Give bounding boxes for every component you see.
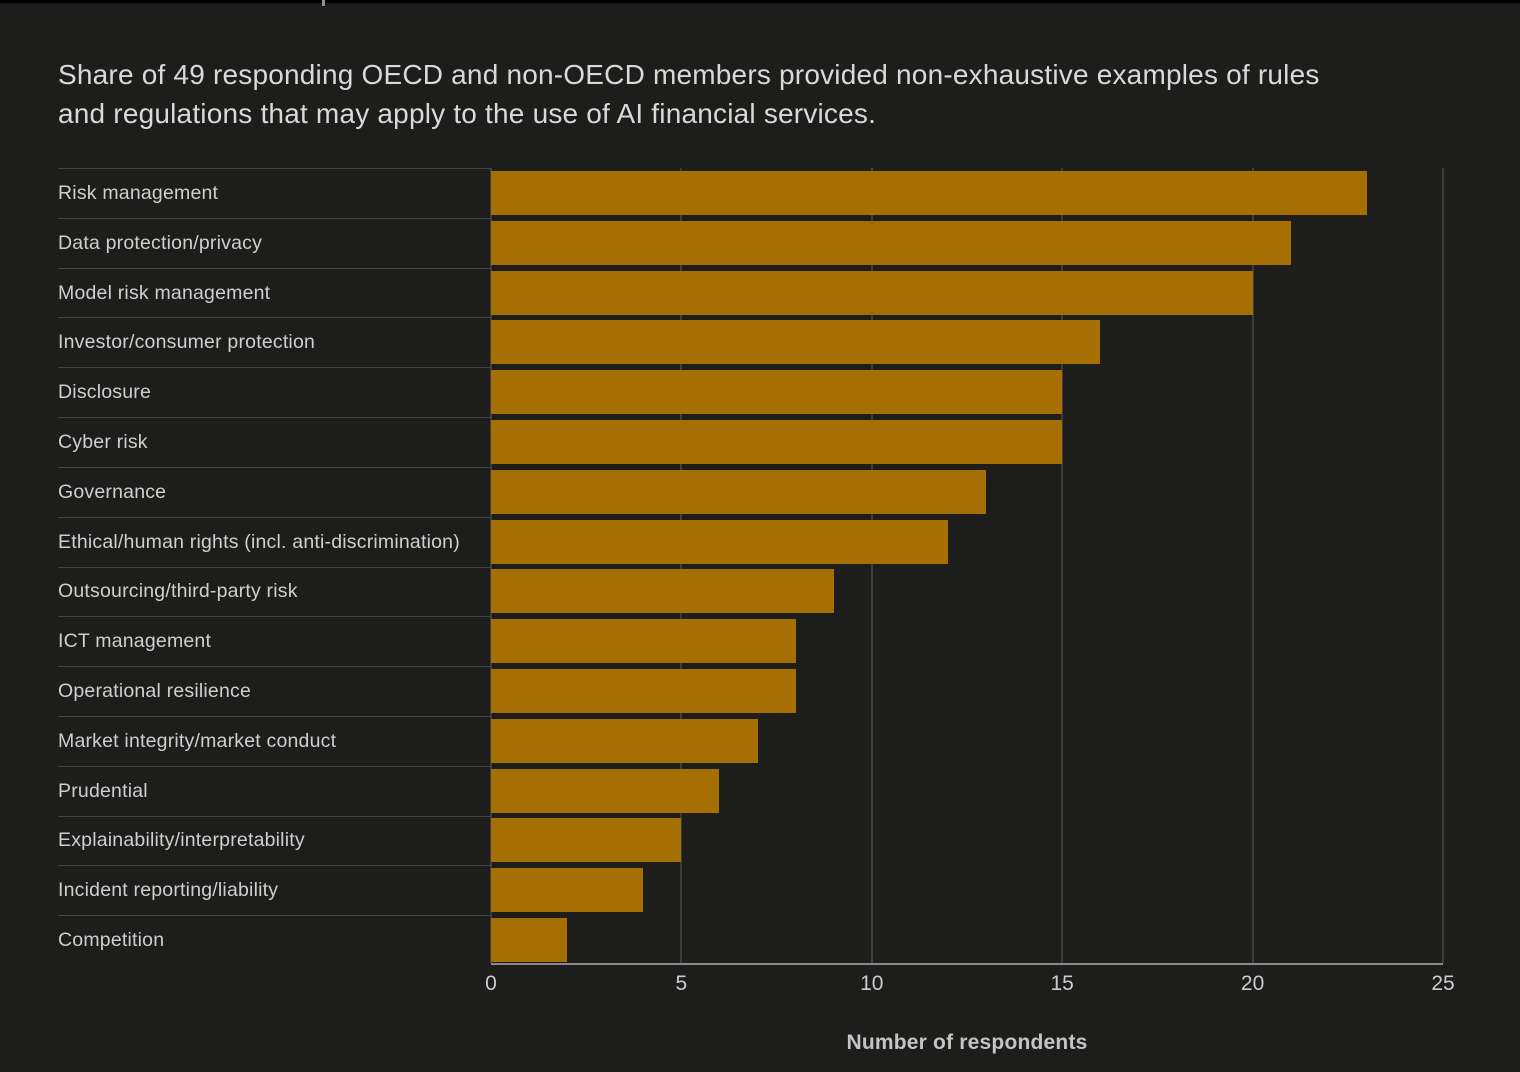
chart-row: Risk management [58, 168, 1443, 218]
chart-row: Market integrity/market conduct [58, 715, 1443, 766]
bar [491, 768, 720, 813]
bar [491, 619, 796, 664]
bar-cell [491, 218, 1443, 268]
category-label: ICT management [58, 616, 491, 666]
chart-row: Investor/consumer protection [58, 317, 1443, 367]
chart-row: Incident reporting/liability [58, 865, 1443, 915]
bar [491, 669, 796, 714]
chart-row: Operational resilience [58, 666, 1443, 716]
chart-row: ICT management [58, 616, 1443, 666]
bar-cell [491, 865, 1443, 915]
category-label: Governance [58, 466, 491, 517]
bar [491, 419, 1063, 464]
category-label: Risk management [58, 168, 491, 218]
category-label: Prudential [58, 765, 491, 816]
bar-cell [491, 367, 1443, 417]
chart-row: Prudential [58, 765, 1443, 816]
bar-cell [491, 467, 1443, 517]
category-label: Data protection/privacy [58, 217, 491, 268]
bar-cell [491, 567, 1443, 617]
bar [491, 469, 987, 514]
bar [491, 270, 1253, 315]
bar-cell [491, 268, 1443, 318]
window-top-edge [0, 0, 1520, 3]
chart-row: Outsourcing/third-party risk [58, 566, 1443, 617]
bar-cell [491, 317, 1443, 367]
bar-cell [491, 716, 1443, 766]
x-axis-ticks: 0 5 10 15 20 25 [485, 972, 1455, 1002]
bar [491, 718, 758, 763]
category-label: Cyber risk [58, 417, 491, 467]
x-tick-label: 15 [1050, 972, 1074, 995]
x-tick-label: 10 [860, 972, 884, 995]
chart-title: Share of 49 responding OECD and non-OECD… [58, 55, 1468, 133]
category-label: Market integrity/market conduct [58, 715, 491, 766]
bar-cell [491, 616, 1443, 666]
chart-row: Disclosure [58, 367, 1443, 417]
category-label: Incident reporting/liability [58, 865, 491, 915]
bar [491, 519, 948, 564]
chart-row: Ethical/human rights (incl. anti-discrim… [58, 516, 1443, 567]
bar [491, 868, 644, 913]
bar [491, 370, 1063, 415]
bar [491, 220, 1291, 265]
bar-chart: Risk management Data protection/privacy Mo… [58, 168, 1444, 965]
category-label: Operational resilience [58, 666, 491, 716]
chart-row: Data protection/privacy [58, 217, 1443, 268]
chart-row: Competition [58, 915, 1443, 965]
gridline-20 [1251, 168, 1254, 963]
x-tick-label: 25 [1431, 972, 1455, 995]
chart-title-line-1: Share of 49 responding OECD and non-OECD… [58, 59, 1320, 90]
bar-cell [491, 168, 1443, 218]
chart-row: Governance [58, 466, 1443, 517]
category-label: Ethical/human rights (incl. anti-discrim… [58, 516, 491, 567]
chart-title-line-2: and regulations that may apply to the us… [58, 98, 877, 129]
category-label: Explainability/interpretability [58, 815, 491, 866]
gridline-0 [490, 168, 492, 963]
gridline-15 [1061, 168, 1064, 963]
category-label: Investor/consumer protection [58, 317, 491, 367]
category-label: Outsourcing/third-party risk [58, 566, 491, 617]
bar [491, 918, 568, 963]
category-label: Competition [58, 915, 491, 965]
chart-row: Cyber risk [58, 417, 1443, 467]
bar [491, 818, 682, 863]
gridline-25 [1442, 168, 1444, 963]
x-axis-title: Number of respondents [846, 1031, 1088, 1054]
bar [491, 320, 1101, 365]
window-edge-tick [322, 0, 325, 6]
x-tick-label: 5 [675, 972, 688, 995]
category-label: Model risk management [58, 267, 491, 318]
bar-cell [491, 517, 1443, 567]
x-tick-label: 0 [485, 972, 497, 995]
chart-row: Explainability/interpretability [58, 815, 1443, 866]
plot-gridlines [490, 168, 1444, 965]
chart-rows: Risk management Data protection/privacy Mo… [58, 168, 1443, 965]
bar [491, 170, 1367, 215]
gridline-5 [680, 168, 683, 963]
gridline-10 [870, 168, 873, 963]
category-label: Disclosure [58, 367, 491, 417]
bar-cell [491, 666, 1443, 716]
bar-cell [491, 915, 1443, 965]
bar-cell [491, 766, 1443, 816]
bar-cell [491, 816, 1443, 866]
chart-row: Model risk management [58, 267, 1443, 318]
x-tick-label: 20 [1240, 972, 1265, 995]
bar [491, 569, 834, 614]
bar-cell [491, 417, 1443, 467]
